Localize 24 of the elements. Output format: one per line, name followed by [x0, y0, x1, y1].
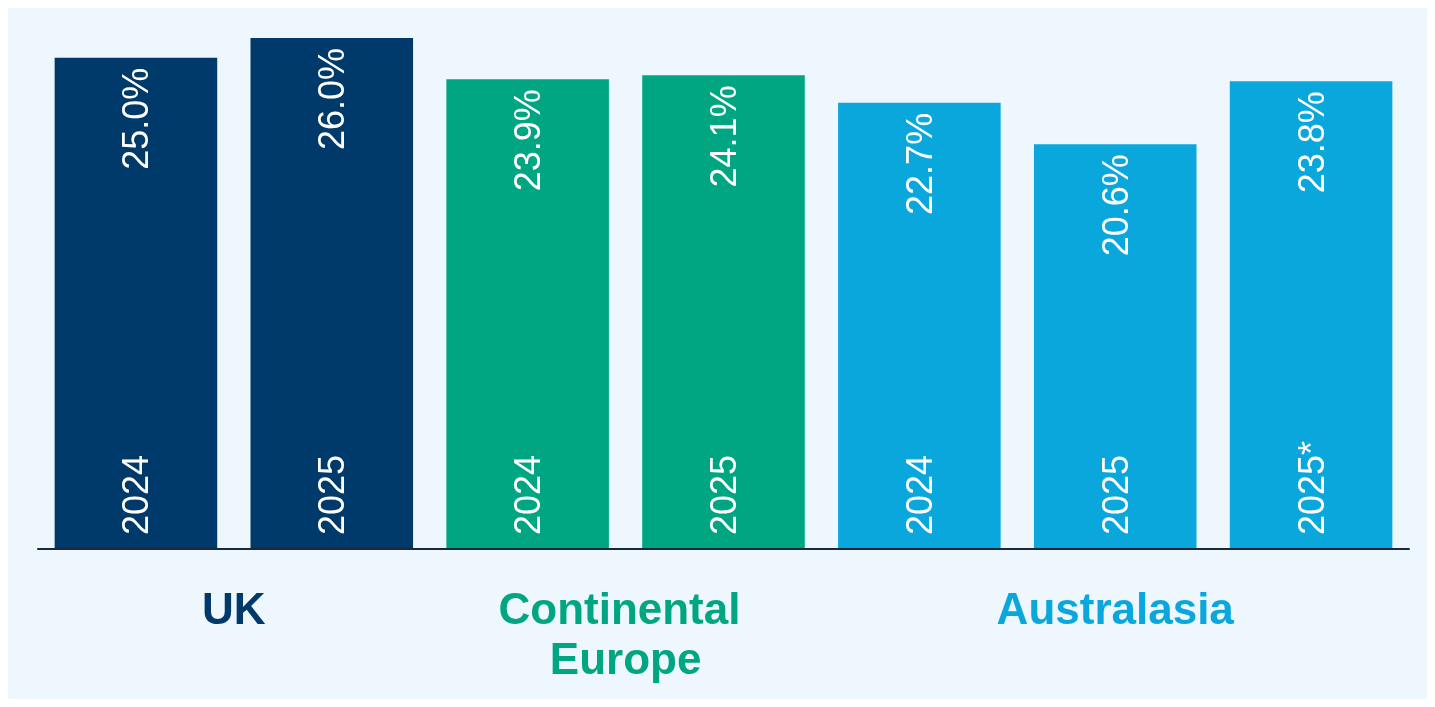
bar: [1033, 144, 1197, 549]
series-label: Australasia: [996, 583, 1235, 633]
bar: [642, 75, 805, 549]
data-label: 20.6%: [1094, 154, 1136, 257]
x-tick-label: 2024: [898, 454, 940, 535]
data-label: 25.0%: [115, 67, 157, 170]
data-label: 26.0%: [311, 48, 353, 151]
x-tick-label: 2025: [1094, 454, 1136, 535]
data-label: 23.8%: [1290, 91, 1332, 194]
data-label: 23.9%: [507, 89, 549, 192]
data-label: 22.7%: [898, 112, 940, 215]
x-tick-label: 2025: [311, 454, 353, 535]
x-tick-label: 2025: [703, 454, 744, 535]
x-tick-label: 2025*: [1290, 440, 1332, 535]
data-label: 24.1%: [703, 85, 744, 188]
bar: [250, 38, 414, 549]
x-tick-label: 2024: [507, 454, 549, 535]
series-label: Continental Europe: [498, 583, 753, 683]
bar: [1229, 81, 1393, 549]
x-tick-label: 2024: [115, 454, 157, 535]
bar: [54, 57, 218, 549]
series-label: UK: [202, 583, 266, 633]
bar: [838, 102, 1001, 549]
bar: [446, 79, 609, 549]
